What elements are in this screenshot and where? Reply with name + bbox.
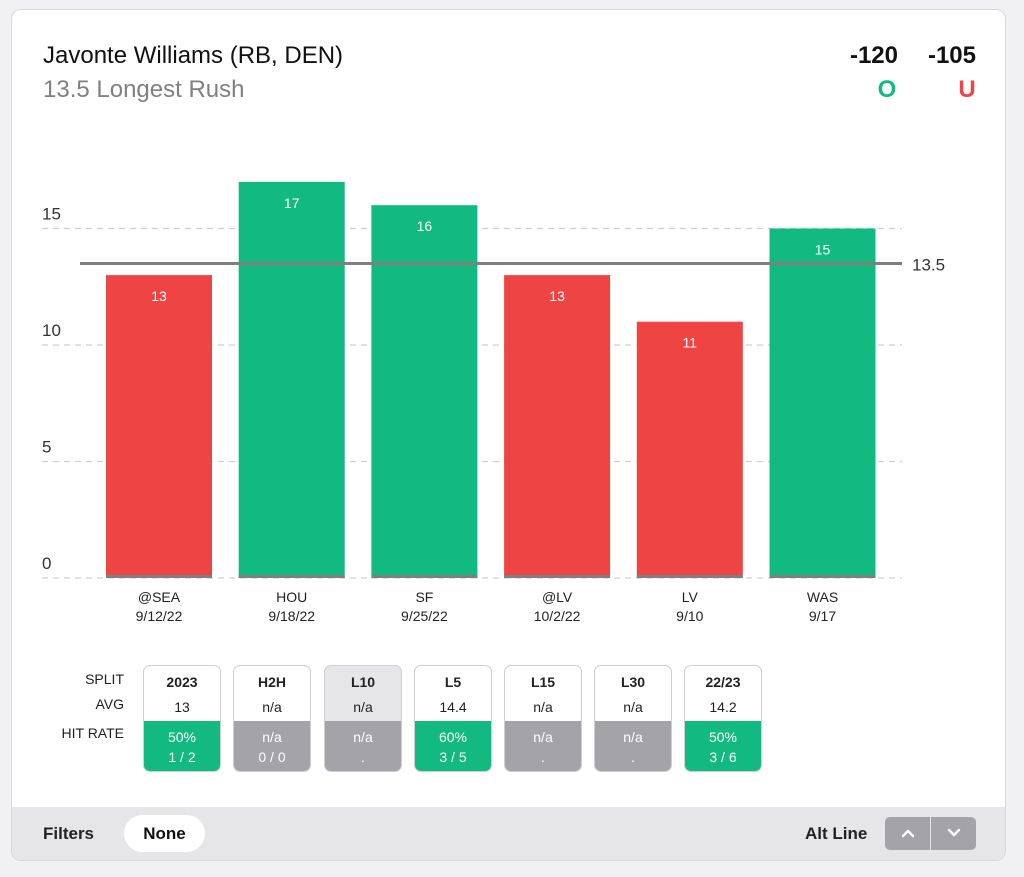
filter-pill[interactable]: None [124,815,205,852]
split-avg: 14.2 [709,699,737,715]
over-odds[interactable]: -120 [849,42,898,69]
bar[interactable] [371,205,478,578]
bar-baseline [238,575,345,578]
x-category-label: WAS [807,589,838,605]
hit-rate-pct: 50% [708,729,738,745]
prop-card: Javonte Williams (RB, DEN) 13.5 Longest … [11,9,1006,861]
under-label[interactable]: U [958,76,976,103]
chevron-up-icon [901,829,914,838]
split-name: L15 [530,674,556,690]
split-name: L30 [620,674,646,690]
x-category-label: @LV [542,589,573,605]
x-date-label: 9/17 [809,608,836,624]
bar[interactable] [504,275,611,578]
footer-bar: Filters None Alt Line [12,807,1005,860]
split-l15[interactable]: L15 n/a n/a. [504,665,582,772]
alt-line-label: Alt Line [805,824,868,843]
bar-value-label: 13 [549,288,565,304]
bar-baseline [769,575,876,578]
y-tick-label: 15 [42,205,61,224]
hit-rate-pct: n/a [353,729,373,745]
split-row-label: SPLIT [85,671,124,687]
avg-row-label: AVG [95,696,124,712]
bar[interactable] [636,321,743,578]
rush-chart: 0 5 10 15 13 @SEA 9/12/22 17 HOU 9/18/22 16 SF 9/25/… [42,181,945,624]
hit-rate-fraction: 3 / 5 [439,749,467,765]
bar-value-label: 16 [417,218,433,234]
x-date-label: 9/25/22 [401,608,448,624]
bar-baseline [106,575,212,578]
hit-rate-fraction: . [631,749,635,765]
filters-label: Filters [43,824,95,843]
over-label[interactable]: O [877,76,897,103]
split-avg: n/a [623,699,643,715]
hit-rate-fraction: 1 / 2 [168,749,196,765]
hit-rate-pct: n/a [533,729,553,745]
split-hit-rate: n/a. [325,721,401,771]
bar[interactable] [769,228,876,579]
split-avg: n/a [353,699,373,715]
split-avg: 14.4 [439,699,467,715]
prop-line: 13.5 Longest Rush [43,76,245,103]
split-hit-rate: 50% 1 / 2 [144,721,220,771]
split-avg: n/a [262,699,282,715]
y-tick-label: 10 [42,321,61,340]
x-category-label: SF [415,589,433,605]
hit-rate-pct: 60% [438,729,468,745]
x-category-label: HOU [276,589,307,605]
split-h2h[interactable]: H2H n/a n/a 0 / 0 [233,665,311,772]
split-name: L5 [444,674,462,690]
split-avg: 13 [174,699,190,715]
split-hit-rate: n/a. [595,721,671,771]
hit-rate-fraction: . [541,749,545,765]
prop-line-label: 13.5 [912,255,945,274]
x-date-label: 9/18/22 [268,608,315,624]
split-name: 2023 [166,674,198,690]
alt-line-down-button[interactable] [931,817,976,850]
bar[interactable] [106,275,212,578]
bar-value-label: 13 [151,288,167,304]
split-name: L10 [350,674,376,690]
hit-rate-pct: n/a [262,729,282,745]
hit-rate-row-label: HIT RATE [61,725,125,741]
chevron-down-icon [947,828,960,837]
y-tick-label: 0 [42,554,51,573]
bar-value-label: 17 [284,195,300,211]
y-tick-label: 5 [42,438,51,457]
split-avg: n/a [533,699,553,715]
bar-baseline [504,575,611,578]
split-hit-rate: 50% 3 / 6 [685,721,761,771]
split-hit-rate: 60% 3 / 5 [415,721,491,771]
x-date-label: 10/2/22 [534,608,581,624]
split-l5[interactable]: L5 14.4 60% 3 / 5 [414,665,492,772]
split-l30[interactable]: L30 n/a n/a. [594,665,672,772]
split-l10[interactable]: L10 n/a n/a. [324,665,402,772]
splits-table: SPLIT AVG HIT RATE 2023 13 50% 1 / 2 H2H n/a n… [12,665,1005,785]
hit-rate-pct: 50% [167,729,197,745]
x-date-label: 9/12/22 [136,608,183,624]
x-category-label: LV [682,589,699,605]
bar-value-label: 15 [815,242,831,258]
split-hit-rate: n/a. [505,721,581,771]
split-name: 22/23 [705,674,741,690]
hit-rate-pct: n/a [623,729,643,745]
bar[interactable] [238,181,345,578]
bar-baseline [636,575,743,578]
under-odds[interactable]: -105 [927,42,976,69]
bar-value-label: 11 [683,335,698,351]
bar-baseline [371,575,478,578]
x-category-label: @SEA [138,589,181,605]
split-2023[interactable]: 2023 13 50% 1 / 2 [143,665,221,772]
alt-line-up-button[interactable] [885,817,930,850]
x-date-label: 9/10 [676,608,703,624]
split-hit-rate: n/a 0 / 0 [234,721,310,771]
player-name: Javonte Williams (RB, DEN) [43,42,344,69]
split-name: H2H [257,674,286,690]
hit-rate-fraction: 0 / 0 [258,749,286,765]
split-22-23[interactable]: 22/23 14.2 50% 3 / 6 [684,665,762,772]
hit-rate-fraction: 3 / 6 [709,749,737,765]
hit-rate-fraction: . [361,749,365,765]
